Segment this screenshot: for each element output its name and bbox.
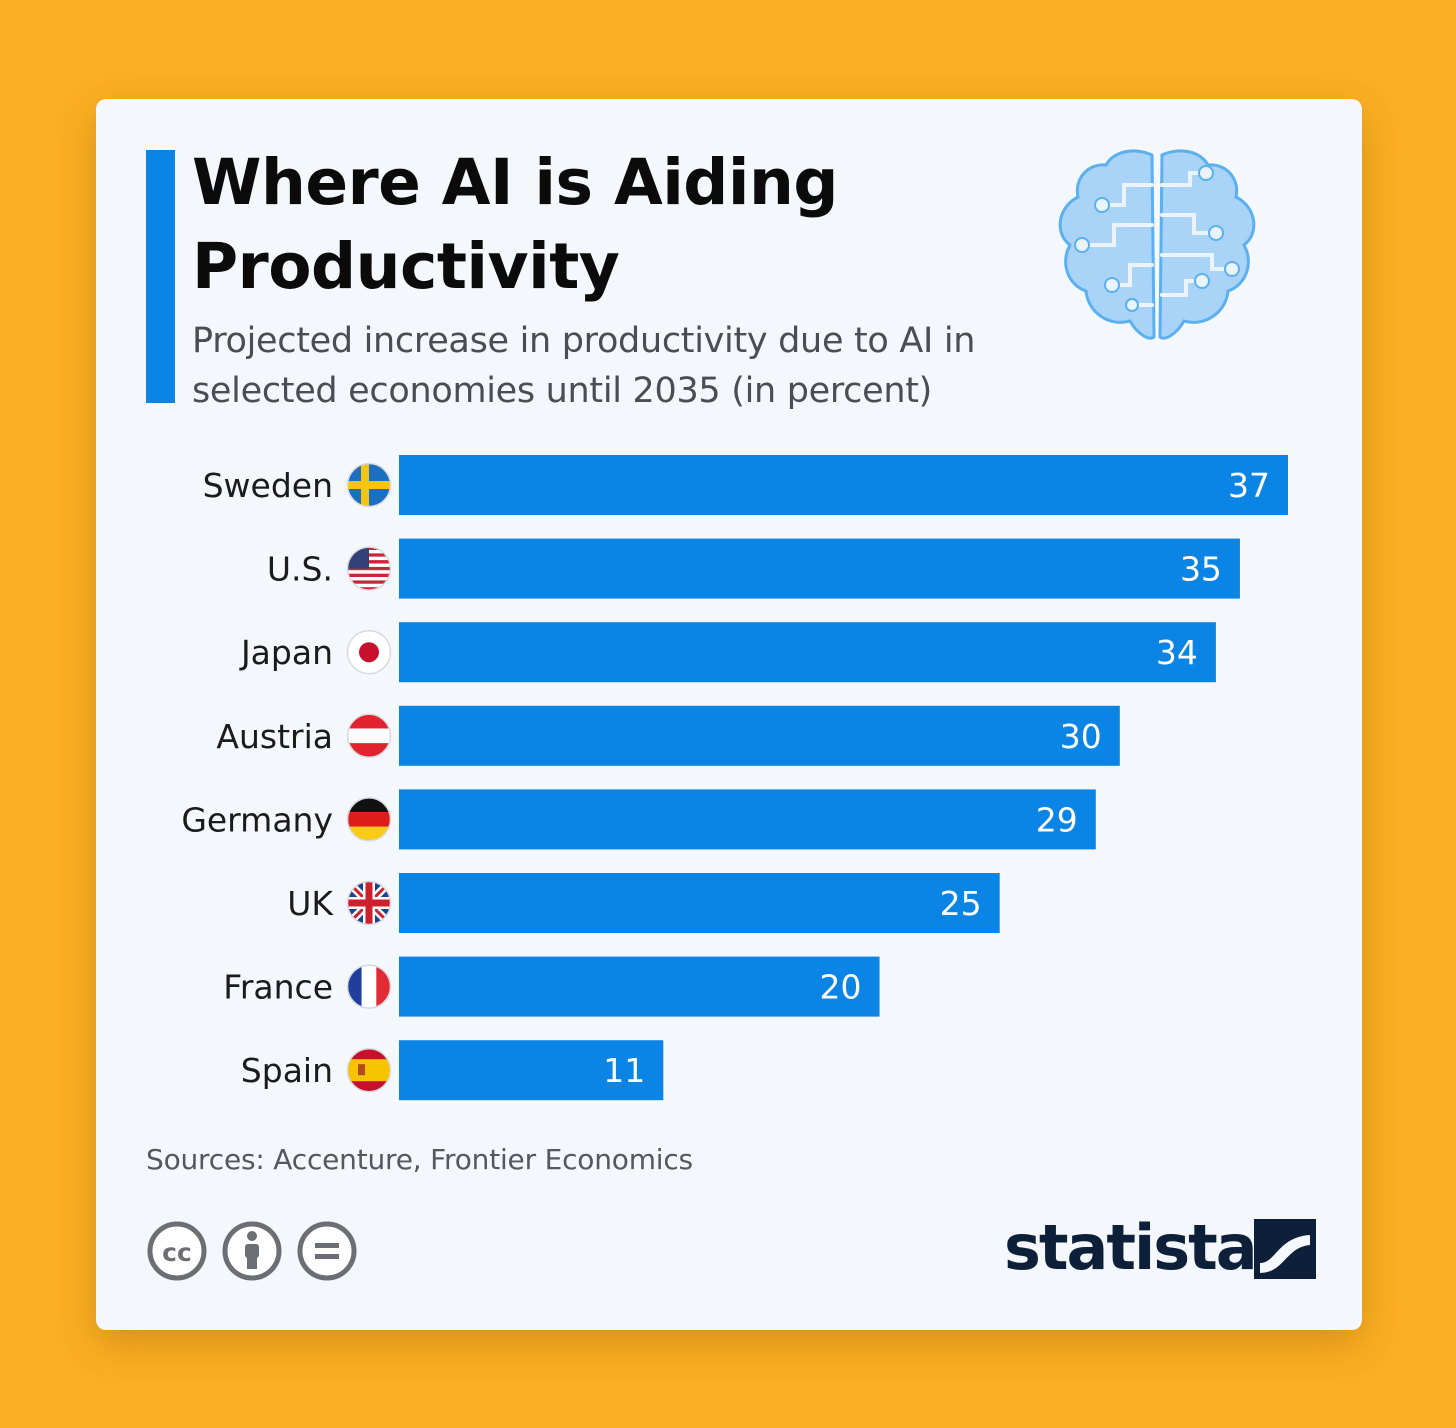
bar: [399, 1040, 664, 1101]
data-label: 35: [1180, 550, 1222, 589]
chart-title: Where AI is Aiding Productivity: [192, 146, 838, 303]
bar-chart: Sweden 37 U.S. 35 Japan 34 Austria 30 Germany 29 U…: [181, 455, 1288, 1101]
data-label: 11: [603, 1051, 645, 1090]
bar: [399, 873, 1000, 933]
bar: [399, 705, 1120, 766]
spain-flag-icon: [346, 1047, 392, 1093]
brain-circuit-icon: [1058, 149, 1256, 340]
germany-flag-icon: [346, 797, 392, 842]
japan-flag-icon: [346, 629, 392, 675]
uk-flag-icon: [346, 880, 392, 926]
bar: [399, 956, 880, 1017]
france-flag-icon: [346, 964, 392, 1009]
cc-icon: cc: [147, 1221, 207, 1281]
category-label: Spain: [241, 1051, 333, 1090]
svg-text:cc: cc: [162, 1238, 192, 1267]
nd-equals-icon: [297, 1221, 357, 1281]
category-label: Sweden: [203, 466, 333, 505]
bar: [399, 622, 1216, 683]
data-label: 34: [1156, 633, 1198, 672]
category-label: UK: [287, 884, 334, 923]
category-label: Austria: [216, 717, 333, 756]
bar-row-uk: UK 25: [287, 873, 1000, 933]
accent-bar: [146, 150, 175, 403]
category-label: Germany: [181, 800, 333, 839]
chart-card: Where AI is Aiding Productivity Projecte…: [96, 99, 1362, 1330]
bar-row-germany: Germany 29: [181, 789, 1096, 850]
bar-row-sweden: Sweden 37: [203, 455, 1288, 515]
sweden-flag-icon: [346, 462, 392, 508]
bar-row-france: France 20: [223, 956, 880, 1017]
chart-subtitle: Projected increase in productivity due t…: [192, 321, 976, 411]
source-note: Sources: Accenture, Frontier Economics: [146, 1143, 693, 1176]
data-label: 30: [1060, 717, 1102, 756]
statista-mark-icon: [1254, 1219, 1316, 1279]
category-label: Japan: [239, 633, 333, 672]
us-flag-icon: [346, 546, 392, 591]
license-icons: cc: [147, 1221, 357, 1281]
bar-row-japan: Japan 34: [239, 622, 1216, 683]
by-attribution-icon: [222, 1221, 282, 1281]
bar: [399, 789, 1096, 850]
data-label: 25: [940, 884, 982, 923]
bar-row-u-s: U.S. 35: [267, 538, 1240, 599]
statista-logo: statista: [1004, 1213, 1316, 1283]
category-label: France: [223, 968, 333, 1007]
bar-row-austria: Austria 30: [216, 705, 1120, 766]
data-label: 37: [1228, 466, 1270, 505]
data-label: 20: [820, 968, 862, 1007]
logo-text: statista: [1004, 1211, 1258, 1284]
bar: [399, 455, 1288, 515]
category-label: U.S.: [267, 550, 333, 589]
data-label: 29: [1036, 800, 1078, 839]
bar-row-spain: Spain 11: [241, 1040, 664, 1101]
bar: [399, 538, 1240, 599]
austria-flag-icon: [346, 713, 392, 759]
